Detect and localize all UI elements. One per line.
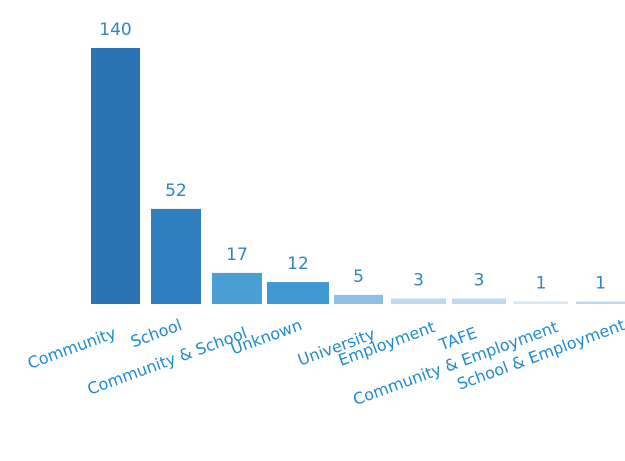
category-label-school: School	[128, 315, 184, 351]
value-label-school: 52	[165, 181, 187, 201]
value-label-employment: 3	[413, 271, 424, 291]
bar-employment	[391, 298, 446, 304]
bar-university	[334, 294, 383, 304]
bar-community	[91, 48, 140, 304]
bar-school-employment	[576, 301, 625, 304]
value-label-tafe: 3	[474, 271, 485, 291]
value-label-community: 140	[99, 20, 131, 40]
value-label-community-employment: 1	[536, 274, 547, 294]
bar-community-school	[212, 272, 262, 304]
bar-community-employment	[514, 301, 568, 304]
bar-school	[151, 208, 201, 304]
value-label-school-employment: 1	[595, 274, 606, 294]
value-label-community-school: 17	[226, 245, 248, 265]
value-label-unknown: 12	[287, 254, 309, 274]
bar-unknown	[267, 282, 329, 304]
value-label-university: 5	[353, 267, 364, 287]
bar-tafe	[452, 298, 506, 304]
category-label-community: Community	[25, 323, 119, 373]
bars-group	[91, 48, 625, 304]
category-label-unknown: Unknown	[228, 315, 304, 358]
value-labels-group: 140 52 17 12 5 3 3 1 1	[99, 20, 606, 294]
